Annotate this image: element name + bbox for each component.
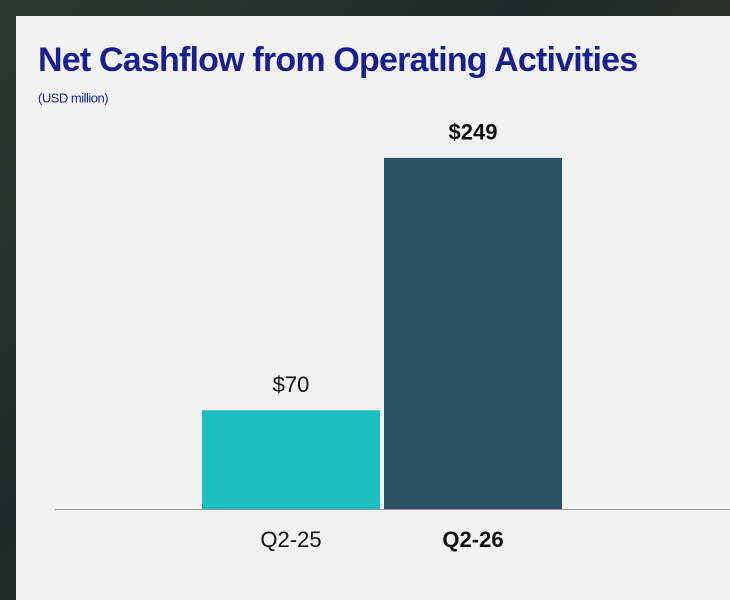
- bar: [202, 410, 380, 509]
- chart-title: Net Cashflow from Operating Activities: [38, 41, 637, 79]
- x-tick-label: Q2-25: [260, 527, 321, 552]
- page: {"chart_data": {"type": "bar", "title": …: [0, 0, 730, 600]
- value-label: $70: [273, 372, 310, 397]
- value-label: $249: [449, 120, 498, 145]
- chart-subtitle: (USD million): [38, 90, 108, 105]
- x-tick-label: Q2-26: [442, 527, 503, 552]
- bar: [384, 158, 562, 509]
- chart: Net Cashflow from Operating Activities (…: [0, 0, 730, 600]
